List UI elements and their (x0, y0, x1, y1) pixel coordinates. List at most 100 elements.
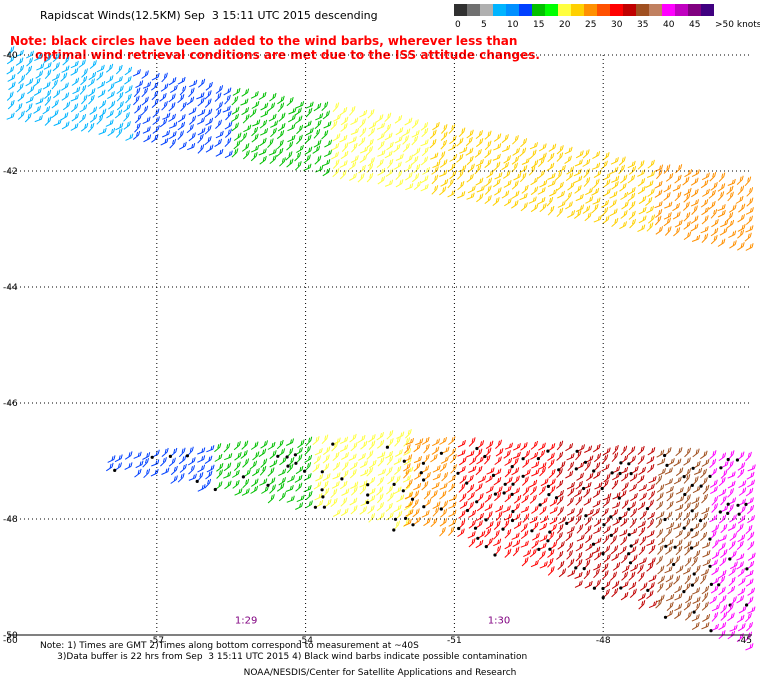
wind-barb (306, 108, 312, 117)
wind-barb (495, 440, 501, 449)
wind-barb (676, 496, 684, 503)
wind-barb (62, 93, 69, 101)
wind-barb (647, 456, 654, 463)
contamination-dot (511, 510, 514, 513)
wind-barb (692, 206, 698, 215)
wind-barb (369, 122, 376, 129)
wind-barb (295, 161, 301, 170)
wind-barb (521, 442, 528, 450)
wind-barb (252, 468, 259, 476)
wind-barb (18, 93, 25, 101)
wind-barb (684, 232, 691, 240)
wind-barb (216, 102, 222, 111)
wind-barb (394, 476, 400, 485)
wind-barb (79, 60, 86, 68)
contamination-dot (403, 460, 406, 463)
wind-barb (440, 483, 448, 490)
contamination-dot (242, 475, 245, 478)
wind-barb (532, 540, 539, 548)
wind-barb (693, 550, 700, 558)
wind-barb (433, 507, 439, 516)
wind-barb (180, 464, 186, 473)
wind-barb (557, 524, 563, 533)
contamination-dot (323, 506, 326, 509)
wind-barb (432, 482, 439, 489)
wind-barb (350, 434, 357, 442)
wind-barb (556, 551, 562, 560)
wind-barb (475, 483, 482, 491)
wind-barb (548, 180, 556, 187)
wind-barb (322, 130, 328, 139)
wind-barb (331, 489, 337, 498)
wind-barb (514, 495, 521, 503)
wind-barb (143, 82, 151, 89)
wind-barb (179, 142, 186, 149)
wind-barb (610, 209, 617, 216)
wind-barb (493, 154, 501, 161)
wind-barb (739, 488, 746, 496)
wind-barb (134, 452, 142, 459)
wind-barb (476, 138, 483, 146)
wind-barb (586, 553, 593, 560)
wind-barb (539, 551, 545, 560)
wind-barb (648, 558, 655, 565)
wind-barb (738, 578, 745, 586)
contamination-dot (627, 462, 630, 465)
wind-barb (513, 540, 520, 547)
wind-barb (565, 471, 572, 478)
wind-barb (701, 477, 707, 486)
wind-barb (224, 88, 231, 95)
wind-barb (702, 189, 709, 197)
wind-barb (261, 486, 268, 494)
wind-barb (296, 101, 304, 108)
wind-barb (666, 575, 673, 582)
wind-barb (162, 113, 170, 120)
wind-barb (531, 441, 538, 449)
wind-barb (259, 479, 266, 486)
wind-barb (430, 454, 437, 462)
wind-barb (613, 562, 620, 570)
contamination-dot (196, 480, 199, 483)
wind-barb (63, 57, 69, 66)
wind-barb (666, 594, 674, 601)
wind-barb (458, 181, 464, 190)
wind-barb (531, 506, 538, 514)
wind-barb (315, 156, 321, 165)
wind-barb (648, 215, 654, 224)
wind-barb (684, 583, 690, 592)
wind-barb (575, 159, 583, 166)
contamination-dot (602, 596, 605, 599)
wind-barb (81, 123, 88, 131)
wind-barb (638, 186, 645, 194)
wind-barb (252, 120, 259, 127)
wind-barb (187, 97, 194, 105)
wind-barb (504, 180, 511, 187)
wind-barb (226, 111, 232, 120)
wind-barb (657, 583, 663, 592)
wind-barb (171, 466, 177, 475)
wind-barb (189, 474, 197, 481)
wind-barb (729, 205, 736, 213)
wind-barb (457, 170, 463, 179)
wind-barb (493, 179, 500, 187)
wind-barb (514, 173, 521, 180)
wind-barb (71, 104, 78, 112)
wind-barb (540, 203, 546, 212)
wind-barb (323, 455, 329, 464)
wind-barb (568, 559, 574, 568)
wind-barb (360, 146, 368, 153)
wind-barb (412, 156, 418, 165)
contamination-dot (266, 484, 269, 487)
wind-barb (251, 442, 258, 450)
wind-barb (603, 189, 610, 197)
wind-barb (359, 137, 365, 146)
wind-barb (675, 585, 682, 592)
wind-barb (694, 603, 700, 612)
wind-barb (448, 527, 454, 536)
wind-barb (160, 457, 166, 466)
wind-barb (567, 526, 574, 533)
wind-barb (549, 469, 555, 478)
wind-barb (604, 526, 611, 534)
wind-barb (628, 161, 635, 168)
wind-barb (432, 175, 438, 184)
